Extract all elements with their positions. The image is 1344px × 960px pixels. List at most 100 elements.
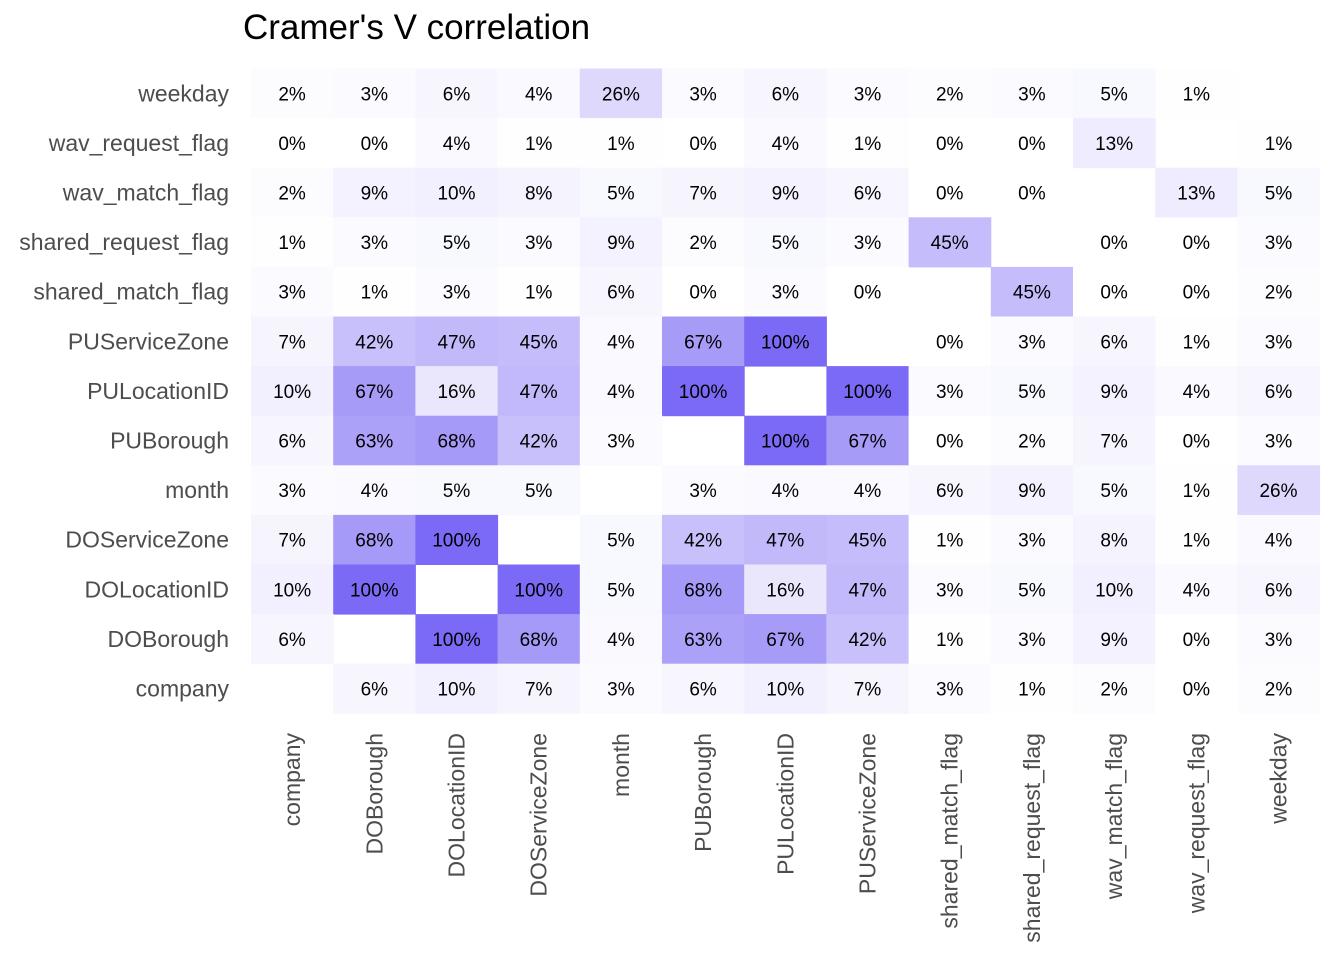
- heatmap-cell: [908, 614, 992, 665]
- heatmap-cell: [1155, 465, 1238, 516]
- cell-value-label: 3%: [607, 680, 635, 701]
- heatmap-cell: [1073, 514, 1156, 565]
- cell-value-label: 100%: [432, 531, 481, 552]
- cell-value-label: 5%: [1018, 382, 1046, 403]
- heatmap-cell: [744, 465, 827, 516]
- heatmap-cell: [744, 217, 827, 268]
- heatmap-cell: [908, 663, 992, 714]
- cell-value-label: 26%: [1259, 481, 1297, 502]
- cell-value-label: 3%: [854, 233, 882, 254]
- cell-value-label: 13%: [1095, 134, 1133, 155]
- cell-value-label: 4%: [1265, 531, 1293, 552]
- heatmap-cell: [908, 167, 992, 218]
- cell-value-label: 0%: [1183, 432, 1211, 453]
- cell-value-label: 3%: [936, 382, 964, 403]
- chart-title: Cramer's V correlation: [243, 8, 591, 47]
- heatmap-cell: [1237, 663, 1321, 714]
- cell-value-label: 0%: [1018, 184, 1046, 205]
- heatmap-cell: [1073, 316, 1156, 367]
- cell-value-label: 4%: [607, 382, 635, 403]
- heatmap-cell: [333, 465, 416, 516]
- heatmap-cell: [251, 366, 334, 417]
- heatmap-cell: [908, 316, 992, 367]
- cell-value-label: 45%: [848, 531, 886, 552]
- heatmap-cell: [1237, 366, 1321, 417]
- cell-value-label: 2%: [1100, 680, 1128, 701]
- heatmap-cell: [1073, 217, 1156, 268]
- cell-value-label: 45%: [1013, 283, 1051, 304]
- cell-value-label: 6%: [772, 84, 800, 105]
- heatmap-cell: [251, 118, 334, 169]
- heatmap-cell: [662, 564, 745, 615]
- cell-value-label: 68%: [355, 531, 393, 552]
- cell-value-label: 6%: [443, 84, 471, 105]
- cell-value-label: 1%: [525, 134, 553, 155]
- cell-value-label: 47%: [520, 382, 558, 403]
- cell-value-label: 3%: [443, 283, 471, 304]
- cell-value-label: 1%: [278, 233, 306, 254]
- cell-value-label: 0%: [1183, 630, 1211, 651]
- heatmap-cell: [415, 514, 499, 565]
- cell-value-label: 3%: [689, 84, 717, 105]
- cell-value-label: 47%: [766, 531, 804, 552]
- cell-value-label: 4%: [525, 84, 553, 105]
- cell-value-label: 3%: [1265, 332, 1293, 353]
- heatmap-cell: [251, 465, 334, 516]
- heatmap-cell: [908, 415, 992, 466]
- x-tick-label: shared_match_flag: [937, 733, 963, 929]
- x-tick-label: PUServiceZone: [855, 733, 881, 894]
- heatmap-cell: [826, 366, 910, 417]
- heatmap-cell: [990, 316, 1074, 367]
- heatmap-cell: [497, 614, 581, 665]
- cell-value-label: 3%: [278, 283, 306, 304]
- heatmap-cell: [333, 564, 416, 615]
- cell-value-label: 6%: [1100, 332, 1128, 353]
- cell-value-label: 45%: [520, 332, 558, 353]
- heatmap-cell: [744, 68, 827, 119]
- cell-value-label: 10%: [273, 382, 311, 403]
- heatmap-cell: [1073, 366, 1156, 417]
- heatmap-cell: [908, 564, 992, 615]
- heatmap-cell: [662, 266, 745, 317]
- cell-value-label: 1%: [854, 134, 882, 155]
- cell-value-label: 2%: [936, 84, 964, 105]
- heatmap-cell: [1073, 68, 1156, 119]
- heatmap-cell: [990, 663, 1074, 714]
- heatmap-cell: [251, 217, 334, 268]
- cell-value-label: 2%: [278, 84, 306, 105]
- cell-value-label: 7%: [278, 332, 306, 353]
- heatmap-cell: [251, 415, 334, 466]
- cell-value-label: 6%: [1265, 382, 1293, 403]
- cell-value-label: 67%: [684, 332, 722, 353]
- heatmap-cell: [662, 514, 745, 565]
- cell-value-label: 67%: [355, 382, 393, 403]
- y-tick-label: DOServiceZone: [65, 527, 229, 553]
- cell-value-label: 1%: [1018, 680, 1046, 701]
- cell-value-label: 4%: [607, 630, 635, 651]
- cell-value-label: 63%: [355, 432, 393, 453]
- cell-value-label: 10%: [273, 580, 311, 601]
- heatmap-cell: [1155, 266, 1238, 317]
- y-tick-label: PUBorough: [110, 428, 229, 454]
- heatmap-cell: [826, 167, 910, 218]
- heatmap-cell: [415, 316, 499, 367]
- heatmap-cell: [251, 266, 334, 317]
- heatmap-cell: [1073, 614, 1156, 665]
- cell-value-label: 67%: [848, 432, 886, 453]
- heatmap-cell: [1155, 316, 1238, 367]
- heatmap-cell: [990, 514, 1074, 565]
- heatmap-cell: [826, 564, 910, 615]
- cell-value-label: 3%: [1018, 531, 1046, 552]
- heatmap-cell: [1073, 465, 1156, 516]
- heatmap-cell: [1237, 614, 1321, 665]
- cell-value-label: 100%: [761, 432, 810, 453]
- cell-value-label: 1%: [1265, 134, 1293, 155]
- heatmap-cell: [497, 266, 581, 317]
- cell-value-label: 4%: [854, 481, 882, 502]
- cell-value-label: 6%: [854, 184, 882, 205]
- heatmap-cell: [415, 663, 499, 714]
- y-tick-label: wav_request_flag: [48, 130, 229, 156]
- cell-value-label: 3%: [1018, 332, 1046, 353]
- heatmap-cell: [579, 564, 663, 615]
- cell-value-label: 1%: [1183, 84, 1211, 105]
